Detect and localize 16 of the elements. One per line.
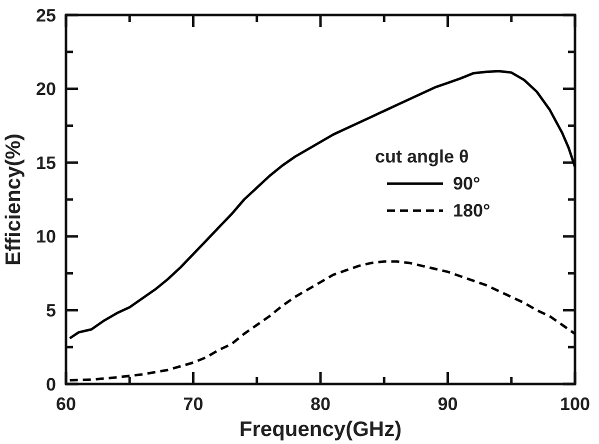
x-tick-label: 80 xyxy=(310,394,331,414)
x-tick-label: 90 xyxy=(438,394,458,414)
y-tick-label: 10 xyxy=(36,226,56,247)
y-tick-label: 0 xyxy=(46,374,56,394)
legend-title: cut angle θ xyxy=(375,146,469,167)
y-tick-label: 15 xyxy=(36,152,56,173)
x-axis-title: Frequency(GHz) xyxy=(239,418,402,441)
y-axis-title: Efficiency(%) xyxy=(2,134,25,266)
x-tick-label: 60 xyxy=(56,394,76,414)
y-tick-label: 20 xyxy=(36,79,56,100)
y-tick-label: 5 xyxy=(46,300,56,320)
legend-label: 180° xyxy=(453,200,490,221)
x-tick-label: 70 xyxy=(183,394,204,414)
legend-label: 90° xyxy=(453,174,480,194)
x-tick-label: 100 xyxy=(560,394,590,414)
y-tick-label: 25 xyxy=(36,5,56,26)
